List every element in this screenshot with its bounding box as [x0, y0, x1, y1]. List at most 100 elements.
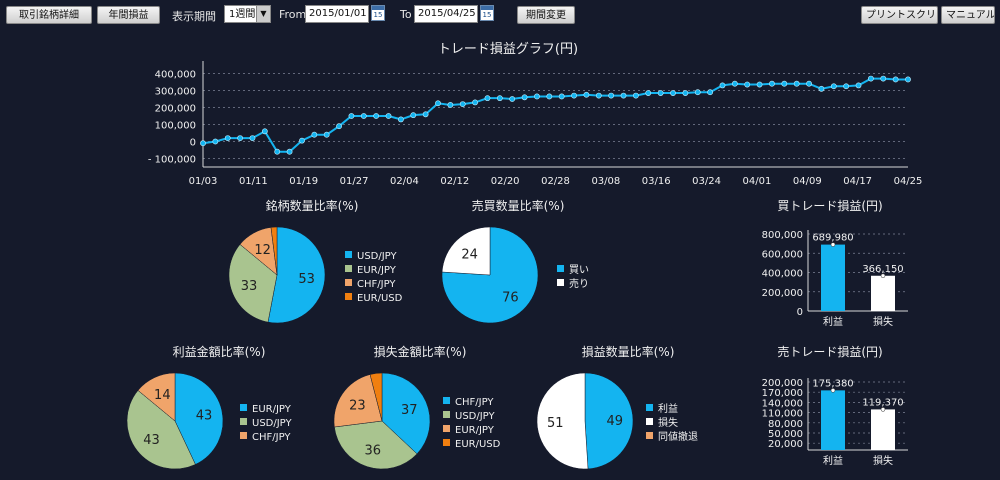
- legend-swatch: [345, 251, 352, 258]
- data-point: [608, 92, 615, 99]
- bar-top-marker: [830, 242, 836, 247]
- legend-swatch: [443, 411, 450, 418]
- slice-label: 23: [349, 398, 366, 413]
- data-point: [818, 85, 825, 92]
- legend-swatch: [345, 265, 352, 272]
- data-point: [459, 101, 466, 107]
- bar-top-marker: [880, 407, 886, 412]
- x-tick-label: 02/20: [491, 176, 520, 185]
- data-point: [670, 90, 676, 96]
- brand-detail-button[interactable]: 取引銘柄詳細: [6, 6, 92, 24]
- profit-amount-pie-chart: 43 43 14 EUR/JPY USD/JPY CHF/JPY: [126, 372, 292, 470]
- x-tick-label: 02/28: [541, 176, 570, 185]
- sell-trade-pnl-bar-chart: 20,00050,00080,000110,000140,000170,0002…: [762, 378, 908, 467]
- data-point: [756, 81, 763, 88]
- pie-slice: [334, 420, 418, 470]
- slice-label: 53: [298, 272, 315, 287]
- pie-slice: [174, 372, 224, 465]
- legend-label: EUR/USD: [455, 439, 501, 450]
- slice-label: 12: [254, 243, 271, 258]
- data-point: [682, 90, 689, 96]
- y-tick-label: 20,000: [768, 439, 803, 450]
- y-tick-label: 300,000: [155, 87, 196, 98]
- data-point: [484, 95, 491, 102]
- data-point: [299, 137, 305, 144]
- bar-value-label: 119,370: [862, 397, 903, 408]
- period-select[interactable]: 1週間 ▼: [224, 5, 271, 23]
- y-tick-label: 0: [190, 138, 196, 149]
- bar: [871, 409, 895, 450]
- data-point: [422, 111, 429, 118]
- y-tick-label: 200,000: [762, 288, 803, 299]
- data-point: [410, 112, 417, 119]
- line-chart-title: トレード損益グラフ(円): [437, 42, 579, 57]
- data-point: [311, 131, 318, 138]
- buy-trade-pnl-bar-chart: 0 200,000 400,000 600,000 800,000 689,980 利益 36…: [762, 230, 908, 328]
- print-screen-button[interactable]: プリントスクリーン: [861, 6, 938, 24]
- data-point: [744, 81, 751, 88]
- legend-label: 同値撤退: [658, 430, 698, 443]
- legend-swatch: [240, 404, 247, 411]
- annual-pnl-button[interactable]: 年間損益: [97, 6, 160, 24]
- bar: [821, 244, 845, 311]
- x-tick-label: 利益: [823, 315, 843, 328]
- bar-top-marker: [830, 388, 836, 393]
- data-point: [261, 128, 268, 135]
- x-tick-label: 04/09: [793, 176, 822, 185]
- data-point: [793, 80, 800, 87]
- x-tick-label: 01/11: [239, 176, 268, 185]
- pie-slice: [137, 372, 176, 422]
- to-date-input[interactable]: 2015/04/25: [414, 5, 478, 23]
- legend-label: CHF/JPY: [357, 279, 396, 290]
- pie-slice: [228, 244, 278, 323]
- data-point: [583, 91, 590, 98]
- chevron-down-icon[interactable]: ▼: [256, 6, 270, 22]
- slice-label: 33: [241, 279, 258, 294]
- x-tick-label: 04/25: [894, 176, 923, 185]
- legend-swatch: [443, 439, 450, 446]
- data-point: [558, 93, 565, 100]
- data-point: [880, 75, 887, 82]
- legend-swatch: [443, 425, 450, 432]
- bar-top-marker: [880, 273, 886, 279]
- calendar-icon[interactable]: 15: [371, 5, 385, 21]
- legend-label: 損失: [658, 416, 678, 429]
- x-tick-label: 04/01: [743, 176, 772, 185]
- data-point: [200, 140, 206, 147]
- legend-swatch: [443, 397, 450, 404]
- legend-label: 買い: [569, 264, 589, 276]
- loss-amount-pie-chart: 37 36 23 CHF/JPY USD/JPY EUR/JPY EUR/USD: [333, 372, 501, 470]
- data-point: [707, 89, 714, 96]
- data-point: [336, 123, 342, 130]
- manual-button[interactable]: マニュアルへ: [941, 6, 995, 24]
- period-label: 表示期間: [172, 10, 216, 23]
- legend-label: EUR/JPY: [455, 425, 495, 436]
- y-tick-label: 140,000: [762, 398, 803, 409]
- data-point: [509, 96, 516, 102]
- x-tick-label: 03/24: [692, 176, 721, 185]
- x-tick-label: 01/03: [189, 176, 218, 185]
- from-date-input[interactable]: 2015/01/01: [305, 5, 369, 23]
- brand-qty-title: 銘柄数量比率(%): [265, 199, 359, 213]
- slice-label: 37: [401, 403, 418, 418]
- legend-label: CHF/JPY: [455, 397, 494, 408]
- y-tick-label: 200,000: [762, 378, 803, 389]
- bar-value-label: 366,150: [862, 264, 903, 275]
- y-tick-label: 600,000: [762, 249, 803, 260]
- x-tick-label: 01/27: [340, 176, 369, 185]
- y-tick-label: - 100,000: [148, 155, 196, 166]
- pie-slice: [536, 372, 589, 470]
- legend-label: 売り: [569, 277, 589, 290]
- data-point: [694, 89, 701, 96]
- data-point: [620, 92, 627, 99]
- pnl-qty-title: 損益数量比率(%): [581, 345, 675, 359]
- change-period-button[interactable]: 期間変更: [517, 6, 575, 24]
- data-point: [843, 83, 850, 90]
- calendar-icon[interactable]: 15: [480, 5, 494, 21]
- legend-swatch: [646, 404, 653, 411]
- x-tick-label: 02/12: [440, 176, 469, 185]
- y-tick-label: 200,000: [155, 104, 196, 115]
- slice-label: 76: [502, 291, 519, 306]
- legend-label: EUR/USD: [357, 293, 403, 304]
- x-tick-label: 損失: [873, 315, 893, 328]
